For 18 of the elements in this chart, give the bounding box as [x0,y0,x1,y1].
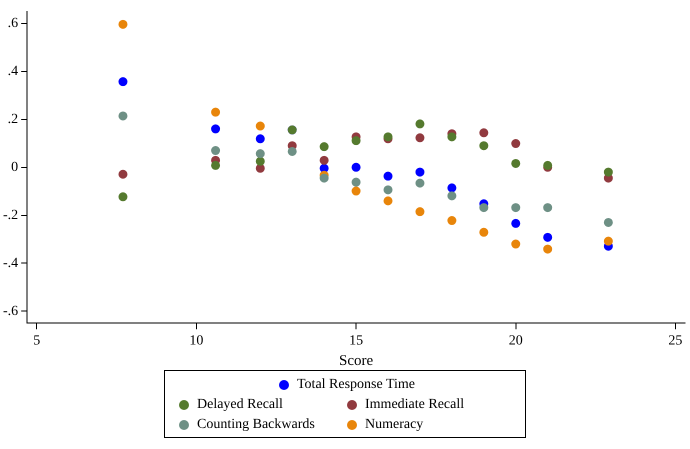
y-tick-label: .4 [8,64,18,80]
x-tick-label: 15 [349,333,364,348]
legend-label: Numeracy [365,417,424,433]
y-tick-label: 0 [11,160,18,175]
x-tick-label: 5 [33,333,40,348]
y-tick-label: -.4 [2,256,18,271]
legend-label: Delayed Recall [197,397,283,413]
legend-label: Total Response Time [296,377,416,393]
y-tick-label: -.2 [2,208,18,223]
y-tick-label: -.6 [2,304,18,319]
x-axis-title: Score [339,352,374,369]
x-tick-label: 20 [508,333,523,348]
legend-label: Immediate Recall [365,397,464,413]
y-tick-label: .6 [8,16,18,32]
x-tick-label: 25 [668,333,682,348]
legend-label: Counting Backwards [197,417,315,433]
x-tick-label: 10 [189,333,204,348]
y-tick-label: .2 [8,112,18,128]
